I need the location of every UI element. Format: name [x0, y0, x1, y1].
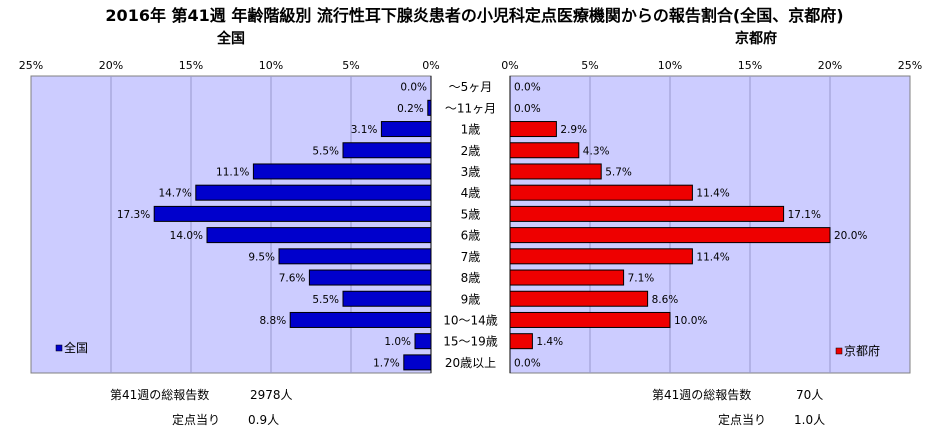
- kyoto-tick-label: 5%: [581, 59, 598, 72]
- age-category-label: 20歳以上: [445, 356, 496, 370]
- kyoto-bar: [509, 269, 625, 286]
- national-value-label: 5.5%: [312, 145, 339, 157]
- national-value-label: 0.2%: [397, 103, 424, 115]
- national-bar: [308, 269, 432, 286]
- national-panel-title: 全国: [216, 30, 245, 47]
- national-tick-label: 25%: [19, 59, 43, 72]
- national-plot-area: [30, 75, 432, 374]
- chart-title: 2016年 第41週 年齢階級別 流行性耳下腺炎患者の小児科定点医療機関からの報…: [105, 6, 844, 25]
- national-bar: [252, 163, 432, 180]
- kyoto-value-label: 5.7%: [605, 166, 632, 178]
- kyoto-value-label: 20.0%: [834, 230, 867, 242]
- national-value-label: 8.8%: [260, 315, 287, 327]
- kyoto-bar: [509, 121, 557, 138]
- kyoto-tick-label: 20%: [818, 59, 842, 72]
- age-category-label: 6歳: [461, 229, 481, 243]
- national-tick-label: 0%: [422, 59, 439, 72]
- kyoto-value-label: 4.3%: [583, 145, 610, 157]
- national-per-value: 0.9人: [248, 413, 280, 427]
- national-value-label: 17.3%: [117, 209, 150, 221]
- national-value-label: 0.0%: [400, 82, 427, 94]
- national-bar: [278, 248, 432, 265]
- age-category-label: 3歳: [461, 165, 481, 179]
- national-value-label: 5.5%: [312, 294, 339, 306]
- age-category-label: 8歳: [461, 271, 481, 285]
- national-per-label: 定点当り: [172, 413, 221, 427]
- national-tick-label: 5%: [342, 59, 359, 72]
- kyoto-bar: [509, 248, 693, 265]
- kyoto-value-label: 11.4%: [696, 188, 729, 200]
- kyoto-per-label: 定点当り: [718, 413, 767, 427]
- national-tick-label: 15%: [179, 59, 203, 72]
- national-tick-label: 20%: [99, 59, 123, 72]
- national-value-label: 14.7%: [158, 188, 191, 200]
- age-category-label: 1歳: [461, 123, 481, 137]
- national-value-label: 1.7%: [373, 357, 400, 369]
- national-bar: [414, 333, 432, 350]
- kyoto-bar: [509, 311, 671, 328]
- national-bar: [427, 99, 432, 116]
- age-category-label: ～11ヶ月: [445, 101, 496, 115]
- national-bar: [342, 142, 432, 159]
- kyoto-bar: [509, 205, 785, 222]
- kyoto-legend-swatch: [835, 347, 843, 355]
- kyoto-value-label: 7.1%: [628, 273, 655, 285]
- age-category-label: 4歳: [461, 186, 481, 200]
- kyoto-value-label: 2.9%: [560, 124, 587, 136]
- kyoto-value-label: 11.4%: [696, 251, 729, 263]
- national-bar: [342, 290, 432, 307]
- national-value-label: 9.5%: [248, 251, 275, 263]
- national-bar: [289, 311, 432, 328]
- kyoto-bar: [509, 290, 649, 307]
- national-bar: [403, 354, 432, 371]
- kyoto-total-label: 第41週の総報告数: [652, 388, 752, 402]
- national-legend-label: 全国: [64, 340, 88, 355]
- national-bar: [380, 121, 432, 138]
- kyoto-plot-area: [509, 75, 911, 374]
- national-bar: [153, 205, 432, 222]
- age-category-label: ～5ヶ月: [449, 80, 493, 94]
- kyoto-legend-label: 京都府: [844, 343, 880, 358]
- kyoto-per-value: 1.0人: [794, 413, 826, 427]
- national-bar: [195, 184, 432, 201]
- kyoto-value-label: 0.0%: [514, 82, 541, 94]
- national-value-label: 11.1%: [216, 166, 249, 178]
- kyoto-total-value: 70人: [796, 388, 824, 402]
- national-tick-label: 10%: [259, 59, 283, 72]
- age-category-label: 15～19歳: [443, 335, 498, 349]
- kyoto-panel-title: 京都府: [735, 30, 777, 47]
- national-total-value: 2978人: [250, 388, 293, 402]
- national-bar: [206, 227, 432, 244]
- kyoto-bar: [509, 227, 831, 244]
- age-category-label: 10～14歳: [443, 313, 498, 327]
- kyoto-tick-label: 0%: [501, 59, 518, 72]
- age-category-label: 9歳: [461, 292, 481, 306]
- kyoto-value-label: 0.0%: [514, 103, 541, 115]
- kyoto-value-label: 1.4%: [536, 336, 563, 348]
- kyoto-bar: [509, 333, 533, 350]
- national-value-label: 7.6%: [279, 273, 306, 285]
- age-category-label: 7歳: [461, 250, 481, 264]
- kyoto-value-label: 8.6%: [652, 294, 679, 306]
- kyoto-tick-label: 10%: [658, 59, 682, 72]
- kyoto-value-label: 10.0%: [674, 315, 707, 327]
- kyoto-tick-label: 15%: [738, 59, 762, 72]
- kyoto-bar: [509, 142, 580, 159]
- kyoto-bar: [509, 184, 693, 201]
- kyoto-value-label: 0.0%: [514, 357, 541, 369]
- kyoto-value-label: 17.1%: [788, 209, 821, 221]
- age-category-label: 5歳: [461, 207, 481, 221]
- kyoto-bar: [509, 163, 602, 180]
- national-value-label: 1.0%: [384, 336, 411, 348]
- national-value-label: 3.1%: [351, 124, 378, 136]
- national-value-label: 14.0%: [170, 230, 203, 242]
- kyoto-tick-label: 25%: [898, 59, 922, 72]
- national-total-label: 第41週の総報告数: [110, 388, 210, 402]
- age-category-label: 2歳: [461, 144, 481, 158]
- national-legend-swatch: [55, 344, 63, 352]
